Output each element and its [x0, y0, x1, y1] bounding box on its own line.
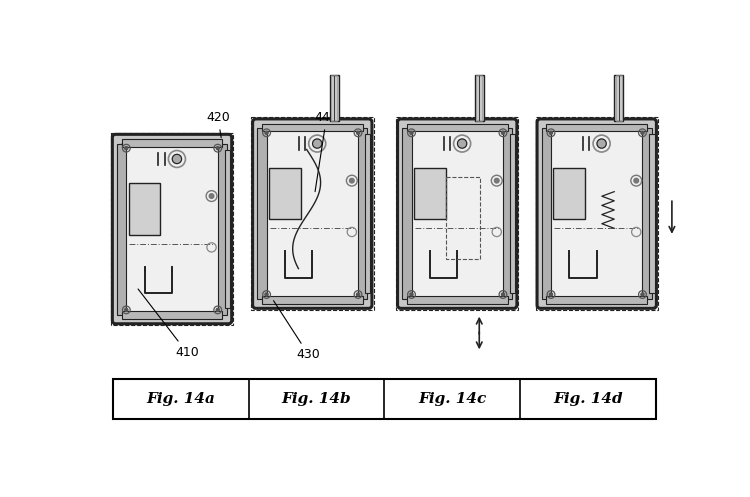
Bar	[330, 75, 339, 121]
Text: 420: 420	[206, 111, 230, 138]
Bar	[111, 133, 233, 326]
Circle shape	[641, 131, 644, 134]
Bar	[402, 128, 412, 299]
FancyBboxPatch shape	[112, 134, 232, 324]
Bar	[332, 75, 338, 121]
Text: 410: 410	[138, 289, 199, 359]
Bar	[643, 128, 652, 299]
FancyBboxPatch shape	[537, 119, 656, 308]
Bar	[262, 124, 363, 131]
Text: 430: 430	[274, 301, 320, 361]
Bar	[217, 144, 227, 315]
Text: Fig. 14c: Fig. 14c	[418, 392, 486, 406]
Bar	[554, 168, 585, 219]
FancyBboxPatch shape	[398, 119, 517, 308]
Bar	[476, 75, 482, 121]
Bar	[406, 124, 508, 131]
Bar	[446, 177, 480, 259]
Circle shape	[265, 293, 268, 296]
Bar	[414, 168, 446, 219]
Circle shape	[216, 308, 219, 312]
Circle shape	[550, 131, 553, 134]
Bar	[510, 134, 515, 293]
FancyBboxPatch shape	[546, 128, 647, 299]
Bar	[129, 183, 160, 235]
Bar	[546, 296, 647, 304]
Circle shape	[265, 131, 268, 134]
Bar	[546, 124, 647, 131]
Circle shape	[597, 139, 606, 148]
Circle shape	[410, 293, 413, 296]
Circle shape	[356, 293, 359, 296]
Circle shape	[356, 131, 359, 134]
Text: 440: 440	[315, 111, 338, 192]
Bar	[396, 117, 518, 310]
Bar	[122, 312, 223, 319]
Circle shape	[172, 155, 182, 164]
Bar	[475, 75, 484, 121]
Bar	[365, 134, 370, 293]
Bar	[542, 128, 551, 299]
Circle shape	[216, 147, 219, 150]
Bar	[614, 75, 623, 121]
Circle shape	[350, 178, 354, 183]
Circle shape	[494, 178, 499, 183]
Circle shape	[641, 293, 644, 296]
Circle shape	[124, 308, 128, 312]
Bar	[225, 150, 230, 308]
Bar	[358, 128, 368, 299]
FancyBboxPatch shape	[253, 119, 372, 308]
Bar	[650, 134, 655, 293]
Circle shape	[209, 194, 214, 198]
Text: Fig. 14d: Fig. 14d	[553, 392, 622, 406]
Bar	[503, 128, 512, 299]
Bar	[269, 168, 301, 219]
Circle shape	[410, 131, 413, 134]
Bar	[113, 379, 656, 419]
Text: Fig. 14b: Fig. 14b	[282, 392, 351, 406]
FancyBboxPatch shape	[122, 144, 223, 315]
Circle shape	[634, 178, 638, 183]
Bar	[117, 144, 126, 315]
Circle shape	[124, 147, 128, 150]
Bar	[406, 296, 508, 304]
Bar	[257, 128, 266, 299]
Circle shape	[502, 131, 505, 134]
Bar	[536, 117, 658, 310]
Text: Fig. 14a: Fig. 14a	[146, 392, 215, 406]
Circle shape	[550, 293, 553, 296]
Bar	[251, 117, 374, 310]
FancyBboxPatch shape	[406, 128, 508, 299]
Bar	[122, 139, 223, 147]
Circle shape	[313, 139, 322, 148]
FancyBboxPatch shape	[262, 128, 363, 299]
Bar	[262, 296, 363, 304]
Circle shape	[458, 139, 466, 148]
Bar	[616, 75, 622, 121]
Circle shape	[502, 293, 505, 296]
